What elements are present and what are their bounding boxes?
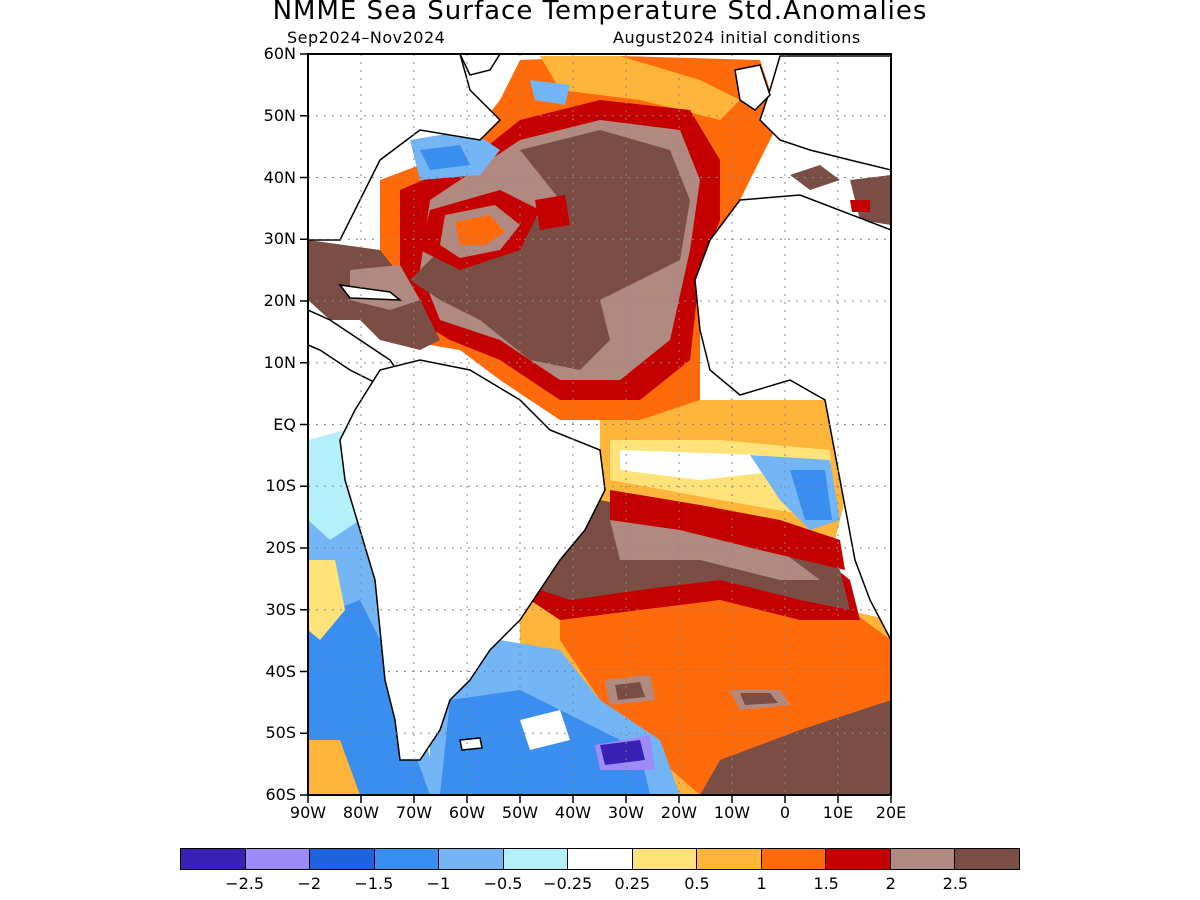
north-atlantic-brown (410, 130, 690, 370)
lat-label: EQ (273, 415, 296, 434)
falklands (459, 737, 483, 751)
lon-label: 30W (607, 803, 645, 822)
lat-label: 10N (263, 353, 296, 372)
color-swatch (181, 849, 246, 869)
anomaly-field (308, 54, 891, 795)
lon-label: 0 (779, 803, 791, 822)
color-swatch (890, 849, 956, 869)
lat-label: 20S (265, 538, 296, 557)
color-swatch (955, 849, 1019, 869)
color-swatch (503, 849, 569, 869)
axis-ticks (300, 53, 892, 803)
scale-label: −2.5 (225, 874, 265, 893)
south-atlantic-brown-patches (615, 682, 778, 705)
scale-label: −2 (297, 874, 322, 893)
color-swatch (697, 849, 762, 869)
color-scale-bar (180, 848, 1020, 870)
mediterranean-red (850, 200, 870, 212)
color-swatch (310, 849, 375, 869)
lat-label: 40N (263, 168, 296, 187)
lat-label: 10S (265, 476, 296, 495)
british-isles (734, 64, 771, 111)
lon-label: 20W (660, 803, 698, 822)
scale-label: −0.5 (483, 874, 523, 893)
labrador-cool (530, 80, 570, 105)
season-label: Sep2024–Nov2024 (287, 28, 446, 47)
south-atlantic-brown-south (700, 700, 891, 795)
lon-label: 10E (822, 803, 854, 822)
south-america (339, 359, 606, 761)
color-swatch (374, 849, 440, 869)
color-swatch (632, 849, 698, 869)
lat-label: 60N (263, 44, 296, 63)
color-swatch (568, 849, 633, 869)
scale-label: 1.5 (813, 874, 839, 893)
graticule (308, 54, 891, 795)
north-atlantic-yellow (540, 56, 740, 120)
color-swatch (245, 849, 311, 869)
lat-label: 50S (265, 723, 296, 742)
scale-label: 0.5 (684, 874, 710, 893)
scale-label: 2 (885, 874, 896, 893)
north-atlantic-red-patch (535, 195, 570, 230)
lat-label: 30S (265, 600, 296, 619)
lat-label: 50N (263, 106, 296, 125)
southeast-pacific-warm-edge (308, 740, 360, 795)
scale-label: −1.5 (354, 874, 394, 893)
subtropical-band-tan (610, 520, 820, 580)
color-swatch (761, 849, 827, 869)
chile-coast-warm (308, 560, 345, 640)
color-swatch (439, 849, 504, 869)
scale-label: −0.25 (543, 874, 593, 893)
lat-label: 40S (265, 662, 296, 681)
northwest-atlantic-cooler (420, 145, 470, 170)
initial-conditions-label: August2024 initial conditions (613, 28, 861, 47)
europe (759, 55, 891, 171)
scale-label: −1 (426, 874, 451, 893)
lon-label: 60W (448, 803, 486, 822)
map-title: NMME Sea Surface Temperature Std.Anomali… (272, 0, 928, 26)
equatorial-white (620, 450, 790, 480)
lon-label: 80W (342, 803, 380, 822)
cuba (338, 284, 403, 301)
lon-label: 40W (554, 803, 592, 822)
lon-label: 10W (713, 803, 751, 822)
color-swatch (826, 849, 891, 869)
lon-label: 70W (395, 803, 433, 822)
scale-label: 1 (756, 874, 767, 893)
lon-label: 50W (501, 803, 539, 822)
south-africa-red (610, 490, 845, 570)
lat-label: 20N (263, 291, 296, 310)
greenland-tip (459, 54, 501, 76)
scale-label: 0.25 (614, 874, 651, 893)
africa (694, 194, 891, 641)
lon-label: 20E (875, 803, 907, 822)
scale-label: 2.5 (942, 874, 969, 893)
lat-label: 60S (265, 785, 296, 804)
lat-label: 30N (263, 229, 296, 248)
equatorial-cooler (790, 470, 832, 520)
lon-label: 90W (289, 803, 327, 822)
southwest-atlantic-core (600, 740, 645, 765)
southwest-atlantic-white (520, 710, 570, 750)
